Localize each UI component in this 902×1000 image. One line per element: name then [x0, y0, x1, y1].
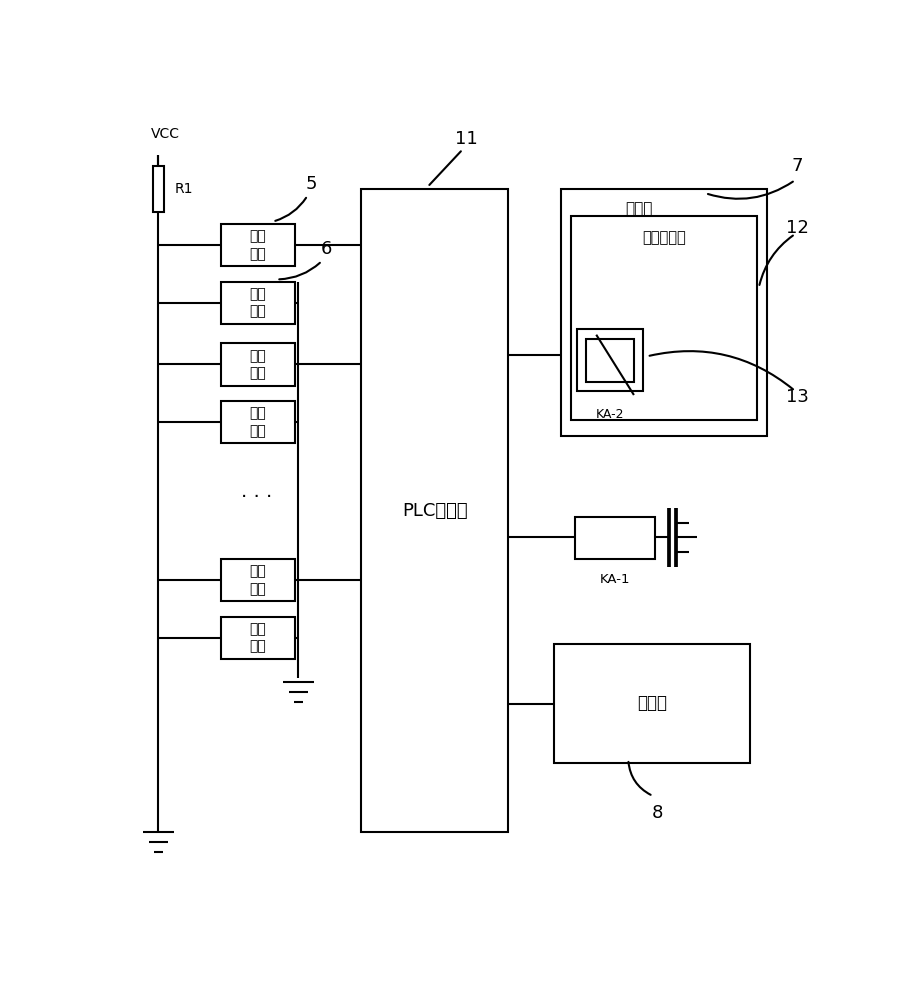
Text: 13: 13: [785, 388, 808, 406]
Bar: [575, 517, 655, 559]
Bar: [221, 343, 295, 386]
Text: PLC控制器: PLC控制器: [401, 502, 467, 520]
Text: R1: R1: [174, 182, 193, 196]
Text: 第一
触片: 第一 触片: [250, 349, 266, 380]
Text: · · ·: · · ·: [241, 488, 272, 507]
Bar: [221, 224, 295, 266]
Bar: [585, 339, 633, 382]
Bar: [221, 559, 295, 601]
Text: 分励脱扣器: 分励脱扣器: [641, 230, 686, 245]
Text: 第二
触片: 第二 触片: [250, 622, 266, 653]
Text: 8: 8: [651, 804, 662, 822]
Bar: [553, 644, 749, 763]
Text: 11: 11: [455, 130, 477, 148]
Text: 第二
触片: 第二 触片: [250, 407, 266, 438]
Bar: [221, 617, 295, 659]
Text: 6: 6: [320, 240, 331, 258]
Text: 断路器: 断路器: [625, 201, 652, 216]
Bar: [221, 282, 295, 324]
Text: 12: 12: [785, 219, 808, 237]
Text: 第二
触片: 第二 触片: [250, 287, 266, 319]
Bar: [361, 189, 508, 832]
Text: KA-2: KA-2: [595, 408, 623, 421]
Bar: [221, 401, 295, 443]
Text: KA-1: KA-1: [599, 573, 630, 586]
Text: 7: 7: [791, 157, 802, 175]
Text: 第一
触片: 第一 触片: [250, 564, 266, 596]
Text: 5: 5: [305, 175, 317, 193]
Bar: [571, 216, 756, 420]
Bar: [560, 189, 767, 436]
Bar: [152, 166, 164, 212]
Text: VCC: VCC: [152, 127, 180, 141]
Text: 报警器: 报警器: [636, 694, 666, 712]
Text: 第一
触片: 第一 触片: [250, 229, 266, 261]
Bar: [576, 329, 642, 391]
